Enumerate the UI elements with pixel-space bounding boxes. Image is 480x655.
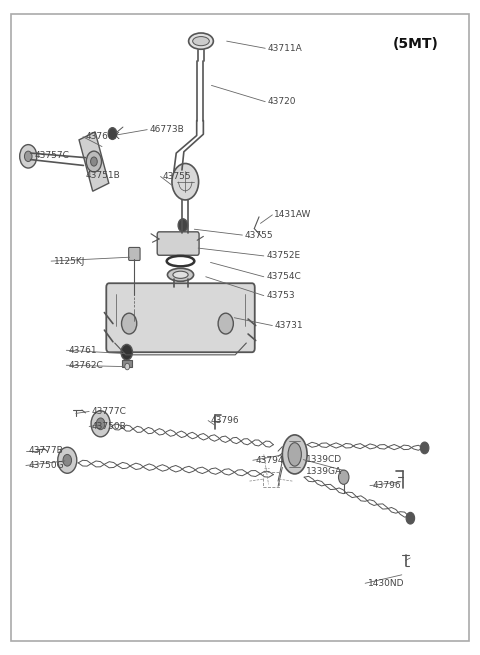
Circle shape [338,470,349,484]
Text: 43720: 43720 [267,97,296,106]
Polygon shape [79,132,109,191]
Text: (5MT): (5MT) [393,37,439,51]
Text: 43794: 43794 [255,456,284,465]
FancyBboxPatch shape [11,14,469,641]
Text: 43753: 43753 [266,291,295,300]
Circle shape [406,512,415,524]
FancyBboxPatch shape [106,283,255,352]
Text: 43777B: 43777B [28,446,63,455]
Circle shape [121,313,137,334]
Text: 1339GA: 1339GA [306,468,342,476]
Bar [122,360,132,367]
Circle shape [121,345,132,360]
Circle shape [58,447,77,474]
Circle shape [108,128,117,140]
Circle shape [96,418,105,430]
Text: 43761: 43761 [69,346,97,355]
Circle shape [420,442,429,454]
Text: 43755: 43755 [245,231,274,240]
Text: 1125KJ: 1125KJ [53,257,85,266]
Text: 43762C: 43762C [69,361,104,370]
Ellipse shape [282,435,307,474]
Text: 43750G: 43750G [28,461,64,470]
Circle shape [24,151,32,162]
Text: 43757C: 43757C [35,151,69,160]
Circle shape [86,151,102,172]
Text: 46773B: 46773B [150,125,184,134]
Text: 43750B: 43750B [92,422,126,431]
Text: 1430ND: 1430ND [368,579,404,588]
Circle shape [172,164,199,200]
Ellipse shape [189,33,213,49]
Circle shape [178,219,188,232]
Ellipse shape [168,269,193,281]
Ellipse shape [192,37,209,46]
Text: 43755: 43755 [163,172,192,181]
Circle shape [91,157,97,166]
FancyBboxPatch shape [129,248,140,261]
Ellipse shape [288,443,301,466]
Text: 43777C: 43777C [92,407,126,416]
Circle shape [63,455,72,466]
Text: 43731: 43731 [274,321,303,330]
Text: 43754C: 43754C [266,272,301,281]
Circle shape [218,313,233,334]
Circle shape [20,145,37,168]
Text: 1339CD: 1339CD [306,455,342,464]
Circle shape [91,411,110,437]
Text: 43760K: 43760K [85,132,120,141]
Text: 43711A: 43711A [267,44,302,53]
Text: 43751B: 43751B [85,172,120,180]
Text: 43796: 43796 [372,481,401,490]
Text: 43752E: 43752E [266,252,300,261]
Ellipse shape [173,271,188,278]
Circle shape [125,364,130,370]
FancyBboxPatch shape [157,232,199,255]
Text: 1431AW: 1431AW [274,210,312,219]
Text: 43796: 43796 [211,416,239,425]
